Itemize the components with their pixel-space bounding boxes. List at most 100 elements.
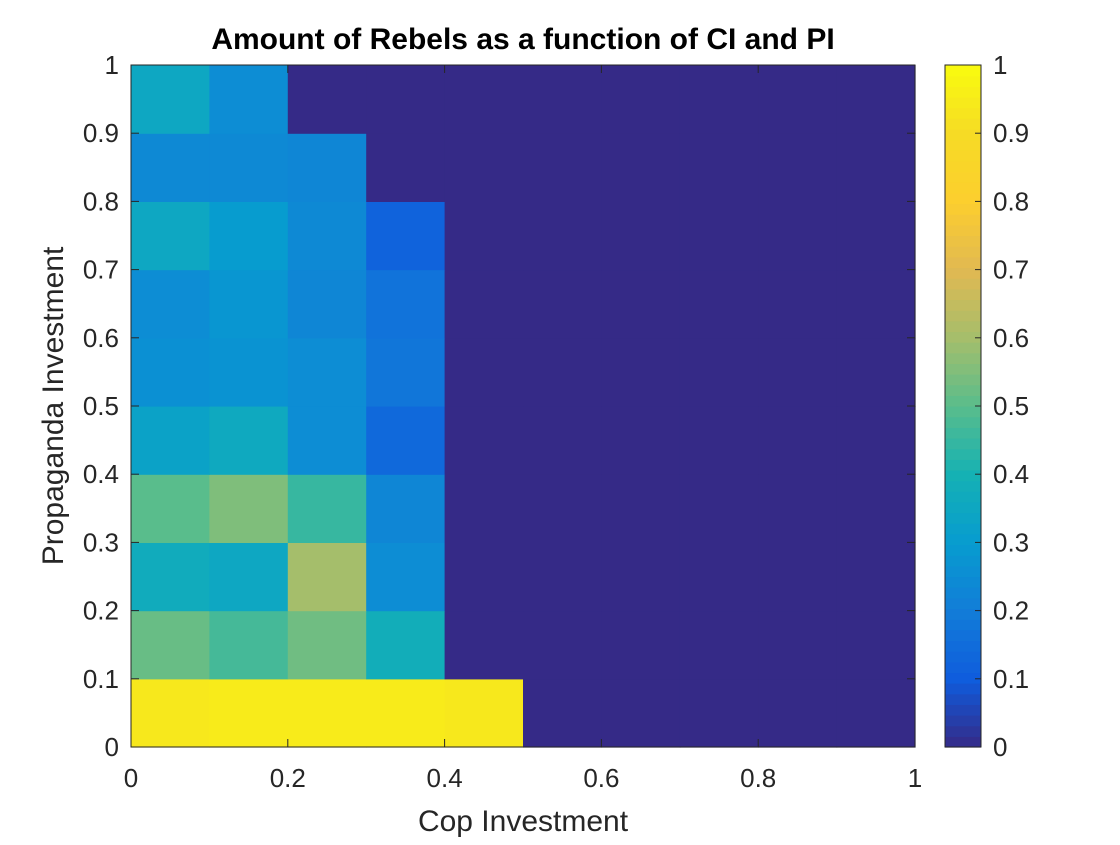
heatmap-cell (679, 474, 759, 543)
colorbar-segment (945, 406, 981, 418)
heatmap-cell (758, 269, 838, 339)
colorbar-segment (945, 86, 981, 98)
colorbar-segment (945, 160, 981, 173)
heatmap-cell (601, 474, 681, 543)
heatmap-cell (679, 678, 759, 748)
colorbar-tick-label: 0 (993, 732, 1007, 762)
heatmap-cell (601, 201, 681, 271)
heatmap-cell (523, 610, 602, 680)
colorbar-segment (945, 342, 981, 354)
colorbar-segment (945, 139, 981, 151)
heatmap-cell (209, 133, 289, 202)
x-tick-label: 0.8 (740, 763, 776, 793)
heatmap-cell (366, 610, 446, 680)
heatmap-cell (601, 542, 681, 612)
colorbar-segment (945, 171, 981, 183)
heatmap-cell (131, 65, 210, 134)
colorbar-segment (945, 235, 981, 247)
colorbar-tick-label: 0.1 (993, 664, 1029, 694)
colorbar-segment (945, 395, 981, 407)
colorbar-segment (945, 278, 981, 290)
colorbar-tick-label: 0.9 (993, 118, 1029, 148)
heatmap-cell (758, 474, 838, 543)
colorbar-tick-label: 0.6 (993, 323, 1029, 353)
heatmap-cell (209, 201, 289, 271)
colorbar (945, 65, 981, 748)
heatmap-cell (209, 542, 289, 612)
colorbar-segment (945, 224, 981, 237)
colorbar-segment (945, 352, 981, 364)
heatmap-cells (131, 65, 916, 748)
y-tick-label: 0 (105, 732, 119, 762)
heatmap-cell (523, 269, 602, 339)
colorbar-segment (945, 576, 981, 588)
colorbar-segment (945, 65, 981, 77)
heatmap-cell (287, 542, 367, 612)
colorbar-segment (945, 288, 981, 301)
heatmap-cell (287, 610, 367, 680)
heatmap-cell (523, 474, 602, 543)
heatmap-cell (287, 133, 367, 202)
heatmap-cell (209, 406, 289, 475)
y-tick-label: 0.9 (83, 118, 119, 148)
colorbar-tick-label: 0.3 (993, 527, 1029, 557)
heatmap-cell (444, 269, 524, 339)
colorbar-tick-label: 0.8 (993, 186, 1029, 216)
heatmap-cell (758, 65, 838, 134)
heatmap-cell (523, 678, 602, 748)
colorbar-segment (945, 555, 981, 567)
heatmap-cell (523, 65, 602, 134)
heatmap-cell (366, 542, 446, 612)
heatmap-cell (523, 133, 602, 202)
heatmap-cell (836, 65, 916, 134)
y-tick-label: 0.8 (83, 186, 119, 216)
colorbar-segment (945, 661, 981, 674)
heatmap-cell (366, 133, 446, 202)
colorbar-segment (945, 192, 981, 205)
colorbar-tick-label: 0.2 (993, 596, 1029, 626)
heatmap-cell (758, 133, 838, 202)
heatmap-cell (131, 201, 210, 271)
heatmap-cell (287, 201, 367, 271)
colorbar-segment (945, 597, 981, 610)
heatmap-cell (366, 201, 446, 271)
colorbar-segment (945, 96, 981, 109)
heatmap-cell (444, 474, 524, 543)
heatmap-cell (601, 65, 681, 134)
colorbar-segment (945, 267, 981, 279)
x-tick-label: 0.4 (427, 763, 463, 793)
heatmap-cell (287, 65, 367, 134)
colorbar-segment (945, 608, 981, 620)
colorbar-segment (945, 107, 981, 119)
heatmap-cell (601, 610, 681, 680)
heatmap-cell (836, 337, 916, 407)
heatmap-cell (836, 610, 916, 680)
chart-title: Amount of Rebels as a function of CI and… (211, 23, 834, 56)
heatmap-cell (679, 201, 759, 271)
heatmap-cell (836, 406, 916, 475)
heatmap-cell (209, 610, 289, 680)
y-tick-label: 0.4 (83, 459, 119, 489)
x-tick-label: 1 (908, 763, 922, 793)
colorbar-tick-label: 0.4 (993, 459, 1029, 489)
colorbar-segment (945, 214, 981, 226)
colorbar-segment (945, 427, 981, 439)
heatmap-cell (679, 65, 759, 134)
y-tick-label: 0.5 (83, 391, 119, 421)
heatmap-cell (444, 133, 524, 202)
colorbar-segment (945, 128, 981, 141)
colorbar-segment (945, 736, 981, 748)
heatmap-cell (836, 201, 916, 271)
colorbar-segment (945, 480, 981, 492)
heatmap-cell (131, 269, 210, 339)
heatmap-cell (131, 542, 210, 612)
colorbar-segment (945, 331, 981, 343)
y-axis-ticks: 0 0.1 0.2 0.3 0.4 0.5 0.6 0.7 0.8 0.9 1 (83, 50, 915, 762)
colorbar-segment (945, 619, 981, 631)
y-tick-label: 0.6 (83, 323, 119, 353)
heatmap-cell (601, 269, 681, 339)
heatmap-cell (758, 337, 838, 407)
colorbar-segment (945, 320, 981, 333)
heatmap-cell (366, 474, 446, 543)
heatmap-cell (679, 337, 759, 407)
